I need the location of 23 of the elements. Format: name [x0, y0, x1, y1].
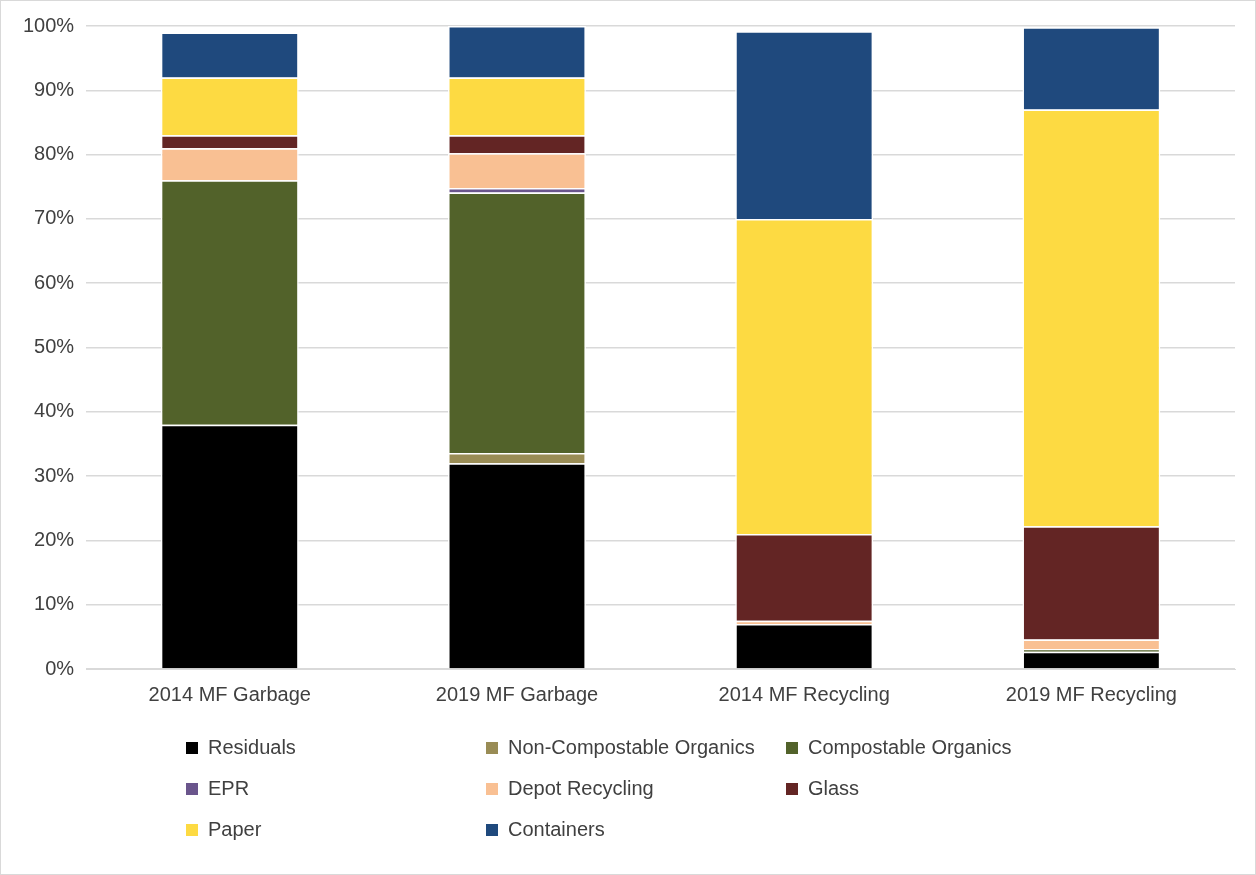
- legend-label: EPR: [208, 777, 250, 800]
- x-tick-label: 2019 MF Recycling: [1005, 682, 1177, 705]
- y-tick-label: 80%: [34, 142, 75, 165]
- legend-label: Glass: [808, 777, 860, 800]
- x-tick-label: 2019 MF Garbage: [435, 682, 599, 705]
- y-tick-label: 90%: [34, 77, 75, 100]
- y-tick-label: 40%: [34, 399, 75, 422]
- legend-label: Paper: [208, 818, 262, 841]
- y-tick-label: 10%: [34, 592, 75, 615]
- y-tick-label: 30%: [34, 463, 75, 486]
- x-tick-label: 2014 MF Recycling: [718, 682, 890, 705]
- legend-label: Residuals: [208, 736, 296, 759]
- y-tick-label: 20%: [34, 527, 75, 550]
- y-tick-label: 50%: [34, 335, 75, 358]
- x-tick-label: 2014 MF Garbage: [148, 682, 311, 705]
- legend-label: Non-Compostable Organics: [508, 736, 755, 759]
- legend-label: Containers: [508, 818, 605, 841]
- y-tick-label: 0%: [45, 656, 75, 679]
- y-tick-label: 60%: [34, 270, 75, 293]
- legend-label: Depot Recycling: [508, 777, 654, 800]
- legend-label: Compostable Organics: [808, 736, 1012, 759]
- y-tick-label: 70%: [34, 206, 75, 229]
- y-tick-label: 100%: [23, 13, 75, 36]
